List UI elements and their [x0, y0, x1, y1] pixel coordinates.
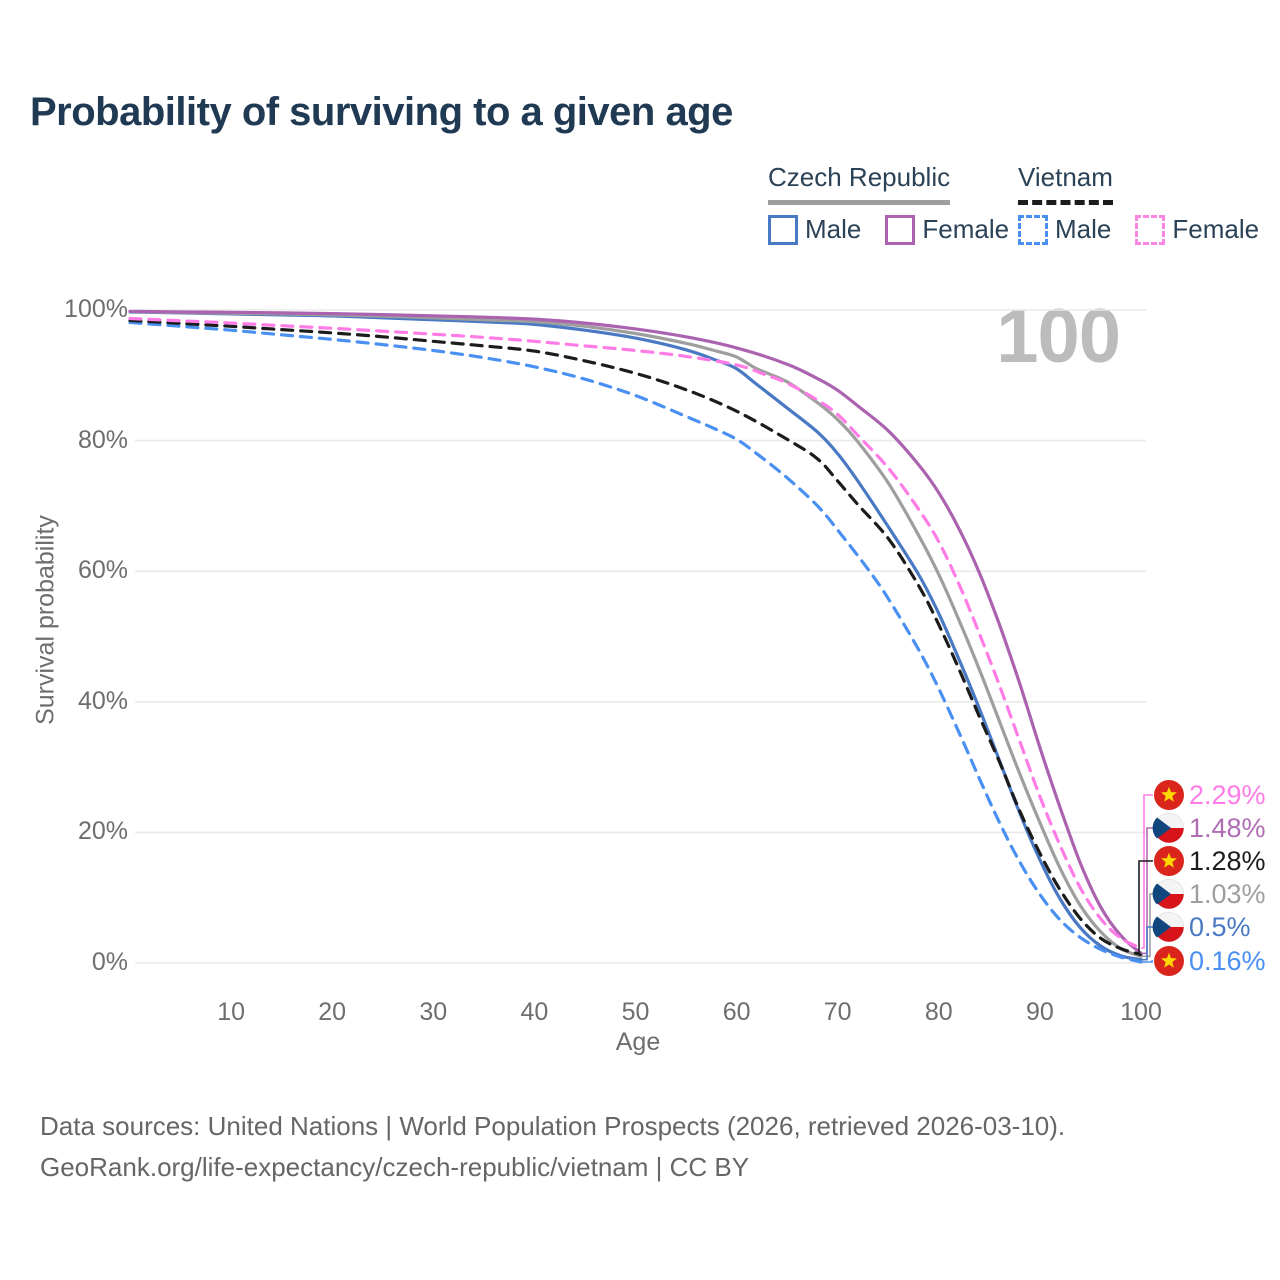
- x-tick-label: 60: [722, 998, 751, 1026]
- x-tick-label: 20: [318, 998, 347, 1026]
- legend-group-czech-republic: Czech Republic Male Female: [768, 162, 1033, 245]
- legend-item-label: Female: [1172, 214, 1260, 244]
- x-tick-label: 70: [823, 998, 852, 1026]
- end-label-vietnam_male: 0.16%: [1154, 945, 1266, 977]
- leader-line-vietnam_both: [1138, 860, 1153, 956]
- end-label-value: 1.03%: [1189, 878, 1266, 909]
- series-line-czech_female: [128, 309, 1143, 955]
- legend-item-label: Female: [922, 214, 1010, 244]
- leader-line-czech_male: [1141, 926, 1153, 961]
- vietnam-flag-icon: [1154, 780, 1184, 810]
- page-title: Probability of surviving to a given age: [30, 90, 733, 134]
- x-tick-label: 50: [621, 998, 650, 1026]
- line-swatch-icon: [768, 214, 798, 245]
- y-tick-label: 0%: [91, 948, 128, 976]
- end-label-czech_male: 0.5%: [1152, 911, 1251, 943]
- legend-item-czech-male[interactable]: Male: [768, 214, 861, 245]
- leader-line-czech_both: [1141, 893, 1153, 958]
- series-line-vietnam_both: [128, 318, 1143, 957]
- y-tick-label: 80%: [77, 425, 128, 454]
- series-line-vietnam_male: [128, 320, 1143, 964]
- line-swatch-icon: [1018, 214, 1048, 245]
- legend-row-vietnam: Male Female: [1018, 214, 1280, 245]
- x-tick-label: 10: [217, 998, 245, 1026]
- legend-group-vietnam: Vietnam Male Female: [1018, 162, 1280, 245]
- end-label-czech_both: 1.03%: [1152, 878, 1266, 910]
- legend-row-czech: Male Female: [768, 214, 1033, 245]
- leader-line-vietnam_male: [1141, 960, 1153, 963]
- series-line-czech_both: [128, 310, 1143, 958]
- legend-group-label-czech-republic: Czech Republic: [768, 162, 951, 205]
- czech-flag-icon: [1152, 813, 1184, 843]
- legend-item-label: Male: [1055, 214, 1112, 244]
- leader-line-czech_female: [1141, 827, 1153, 955]
- x-tick-label: 90: [1025, 998, 1054, 1026]
- y-tick-label: 40%: [77, 686, 128, 715]
- end-label-value: 2.29%: [1189, 779, 1266, 810]
- legend-item-vietnam-male[interactable]: Male: [1018, 214, 1111, 245]
- line-swatch-icon: [1135, 214, 1166, 245]
- legend-group-label-vietnam: Vietnam: [1018, 162, 1113, 205]
- y-axis-title: Survival probability: [31, 515, 60, 725]
- vietnam-flag-icon: [1154, 946, 1184, 976]
- legend-item-label: Male: [805, 214, 862, 244]
- x-tick-label: 80: [924, 998, 953, 1026]
- czech-flag-icon: [1152, 912, 1184, 942]
- footer: Data sources: United Nations | World Pop…: [40, 1106, 1065, 1188]
- y-tick-label: 60%: [77, 556, 128, 585]
- czech-flag-icon: [1152, 879, 1184, 909]
- series-line-vietnam_female: [128, 316, 1143, 950]
- footer-sources: Data sources: United Nations | World Pop…: [40, 1111, 1066, 1141]
- end-label-value: 1.28%: [1189, 845, 1266, 876]
- vietnam-flag-icon: [1154, 846, 1184, 876]
- end-label-value: 1.48%: [1189, 812, 1266, 843]
- series-line-czech_male: [128, 310, 1143, 962]
- footer-attribution: GeoRank.org/life-expectancy/czech-republ…: [40, 1152, 750, 1182]
- end-label-czech_female: 1.48%: [1152, 812, 1266, 844]
- legend-item-czech-female[interactable]: Female: [885, 214, 1009, 245]
- x-tick-label: 100: [1120, 998, 1162, 1026]
- leader-line-vietnam_female: [1141, 794, 1153, 949]
- legend-item-vietnam-female[interactable]: Female: [1135, 214, 1259, 245]
- x-axis-title: Age: [615, 1028, 661, 1056]
- end-label-vietnam_female: 2.29%: [1154, 779, 1266, 811]
- x-tick-label: 40: [520, 998, 549, 1026]
- line-swatch-icon: [885, 214, 916, 245]
- y-tick-label: 100%: [64, 295, 128, 323]
- end-label-vietnam_both: 1.28%: [1154, 845, 1266, 877]
- age-watermark: 100: [996, 294, 1121, 379]
- y-tick-label: 20%: [77, 817, 128, 846]
- end-label-value: 0.5%: [1189, 911, 1251, 942]
- x-tick-label: 30: [419, 998, 448, 1026]
- end-label-value: 0.16%: [1189, 945, 1266, 976]
